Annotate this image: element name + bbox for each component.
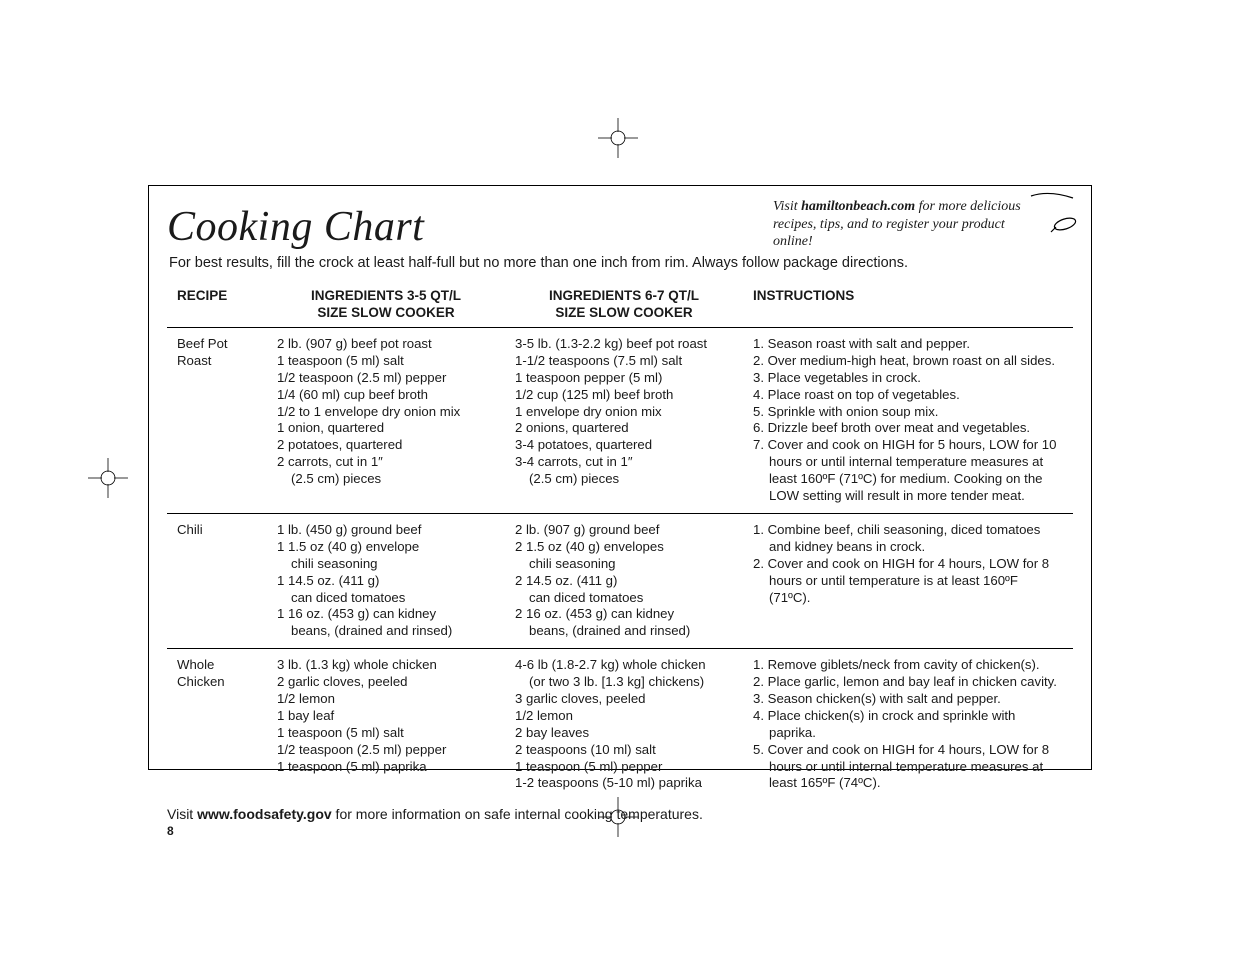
ingredient-line: 1 1.5 oz (40 g) envelope: [277, 539, 495, 556]
ingredients-67: 4-6 lb (1.8-2.7 kg) whole chicken(or two…: [505, 649, 743, 801]
recipe-name: Chili: [167, 513, 267, 648]
table-row: Beef Pot Roast2 lb. (907 g) beef pot roa…: [167, 328, 1073, 514]
ingredient-line: 3-4 carrots, cut in 1″: [515, 454, 733, 471]
ingredient-line: 2 garlic cloves, peeled: [277, 674, 495, 691]
ingredient-line: 1 teaspoon (5 ml) salt: [277, 725, 495, 742]
ingredient-line: 2 teaspoons (10 ml) salt: [515, 742, 733, 759]
ingredient-line: 2 14.5 oz. (411 g): [515, 573, 733, 590]
ingredient-line: 1/2 cup (125 ml) beef broth: [515, 387, 733, 404]
table-row: Whole Chicken3 lb. (1.3 kg) whole chicke…: [167, 649, 1073, 801]
instruction-step: 5. Cover and cook on HIGH for 4 hours, L…: [753, 742, 1063, 793]
ingredient-line: beans, (drained and rinsed): [277, 623, 495, 640]
ingredient-line: 1/2 teaspoon (2.5 ml) pepper: [277, 370, 495, 387]
instruction-step: 4. Place chicken(s) in crock and sprinkl…: [753, 708, 1063, 742]
recipe-name: Beef Pot Roast: [167, 328, 267, 514]
ingredient-line: 2 lb. (907 g) ground beef: [515, 522, 733, 539]
promo-text: Visit hamiltonbeach.com for more delicio…: [773, 198, 1073, 251]
ingredient-line: 1/2 to 1 envelope dry onion mix: [277, 404, 495, 421]
ingredient-line: beans, (drained and rinsed): [515, 623, 733, 640]
ingredient-line: 2 1.5 oz (40 g) envelopes: [515, 539, 733, 556]
cropmark-left: [88, 458, 128, 503]
instruction-step: 7. Cover and cook on HIGH for 5 hours, L…: [753, 437, 1063, 505]
instructions: 1. Combine beef, chili seasoning, diced …: [743, 513, 1073, 648]
instruction-step: 2. Over medium-high heat, brown roast on…: [753, 353, 1063, 370]
cropmark-top: [598, 118, 638, 158]
instruction-step: 3. Season chicken(s) with salt and peppe…: [753, 691, 1063, 708]
ingredient-line: 1 teaspoon (5 ml) pepper: [515, 759, 733, 776]
instruction-step: 2. Place garlic, lemon and bay leaf in c…: [753, 674, 1063, 691]
ingredients-35: 2 lb. (907 g) beef pot roast1 teaspoon (…: [267, 328, 505, 514]
ingredient-line: 1/2 lemon: [277, 691, 495, 708]
table-row: Chili1 lb. (450 g) ground beef1 1.5 oz (…: [167, 513, 1073, 648]
header-row: Cooking Chart Visit hamiltonbeach.com fo…: [167, 198, 1073, 251]
instructions: 1. Remove giblets/neck from cavity of ch…: [743, 649, 1073, 801]
page-frame: Cooking Chart Visit hamiltonbeach.com fo…: [148, 185, 1092, 770]
ingredient-line: 2 onions, quartered: [515, 420, 733, 437]
promo-prefix: Visit: [773, 199, 801, 214]
ingredient-line: 1/2 teaspoon (2.5 ml) pepper: [277, 742, 495, 759]
cooking-chart-table: RECIPE INGREDIENTS 3-5 QT/L SIZE SLOW CO…: [167, 281, 1073, 801]
ingredient-line: 1 onion, quartered: [277, 420, 495, 437]
ingredient-line: 1 teaspoon (5 ml) paprika: [277, 759, 495, 776]
ingredient-line: chili seasoning: [515, 556, 733, 573]
instruction-step: 4. Place roast on top of vegetables.: [753, 387, 1063, 404]
footer-bold: www.foodsafety.gov: [197, 806, 332, 822]
ingredient-line: chili seasoning: [277, 556, 495, 573]
ingredient-line: 1 teaspoon pepper (5 ml): [515, 370, 733, 387]
ingredient-line: 4-6 lb (1.8-2.7 kg) whole chicken: [515, 657, 733, 674]
col-header-ing35: INGREDIENTS 3-5 QT/L SIZE SLOW COOKER: [267, 281, 505, 328]
ingredient-line: 1-2 teaspoons (5-10 ml) paprika: [515, 775, 733, 792]
ingredient-line: can diced tomatoes: [277, 590, 495, 607]
ingredient-line: 3 lb. (1.3 kg) whole chicken: [277, 657, 495, 674]
instruction-step: 6. Drizzle beef broth over meat and vege…: [753, 420, 1063, 437]
ingredient-line: 2 bay leaves: [515, 725, 733, 742]
col-header-recipe: RECIPE: [167, 281, 267, 328]
ingredient-line: (2.5 cm) pieces: [515, 471, 733, 488]
page-number: 8: [167, 824, 1073, 838]
col-header-instructions: INSTRUCTIONS: [743, 281, 1073, 328]
footer-suffix: for more information on safe internal co…: [332, 806, 703, 822]
swoosh-icon: [1029, 192, 1079, 240]
ingredient-line: 1 bay leaf: [277, 708, 495, 725]
ingredient-line: 1 lb. (450 g) ground beef: [277, 522, 495, 539]
ingredients-67: 3-5 lb. (1.3-2.2 kg) beef pot roast1-1/2…: [505, 328, 743, 514]
ingredient-line: 1/4 (60 ml) cup beef broth: [277, 387, 495, 404]
ingredient-line: (2.5 cm) pieces: [277, 471, 495, 488]
ingredient-line: (or two 3 lb. [1.3 kg] chickens): [515, 674, 733, 691]
col-header-ing67: INGREDIENTS 6-7 QT/L SIZE SLOW COOKER: [505, 281, 743, 328]
ingredient-line: 1 envelope dry onion mix: [515, 404, 733, 421]
ingredient-line: 1 16 oz. (453 g) can kidney: [277, 606, 495, 623]
footer-prefix: Visit: [167, 806, 197, 822]
ingredient-line: 3-5 lb. (1.3-2.2 kg) beef pot roast: [515, 336, 733, 353]
ingredient-line: 3-4 potatoes, quartered: [515, 437, 733, 454]
subtitle: For best results, fill the crock at leas…: [169, 255, 1073, 271]
instruction-step: 1. Season roast with salt and pepper.: [753, 336, 1063, 353]
ingredient-line: 1-1/2 teaspoons (7.5 ml) salt: [515, 353, 733, 370]
ingredient-line: 2 lb. (907 g) beef pot roast: [277, 336, 495, 353]
footer-note: Visit www.foodsafety.gov for more inform…: [167, 806, 1073, 822]
instruction-step: 1. Remove giblets/neck from cavity of ch…: [753, 657, 1063, 674]
ingredient-line: 1/2 lemon: [515, 708, 733, 725]
ingredients-35: 3 lb. (1.3 kg) whole chicken2 garlic clo…: [267, 649, 505, 801]
ingredient-line: 2 carrots, cut in 1″: [277, 454, 495, 471]
instruction-step: 3. Place vegetables in crock.: [753, 370, 1063, 387]
ingredient-line: 1 14.5 oz. (411 g): [277, 573, 495, 590]
ingredient-line: 1 teaspoon (5 ml) salt: [277, 353, 495, 370]
instruction-step: 1. Combine beef, chili seasoning, diced …: [753, 522, 1063, 556]
page-title: Cooking Chart: [167, 203, 424, 251]
recipe-name: Whole Chicken: [167, 649, 267, 801]
ingredient-line: 2 16 oz. (453 g) can kidney: [515, 606, 733, 623]
ingredients-67: 2 lb. (907 g) ground beef2 1.5 oz (40 g)…: [505, 513, 743, 648]
instruction-step: 5. Sprinkle with onion soup mix.: [753, 404, 1063, 421]
ingredient-line: 2 potatoes, quartered: [277, 437, 495, 454]
ingredient-line: can diced tomatoes: [515, 590, 733, 607]
ingredient-line: 3 garlic cloves, peeled: [515, 691, 733, 708]
promo-bold: hamiltonbeach.com: [801, 199, 915, 214]
instruction-step: 2. Cover and cook on HIGH for 4 hours, L…: [753, 556, 1063, 607]
ingredients-35: 1 lb. (450 g) ground beef1 1.5 oz (40 g)…: [267, 513, 505, 648]
instructions: 1. Season roast with salt and pepper.2. …: [743, 328, 1073, 514]
